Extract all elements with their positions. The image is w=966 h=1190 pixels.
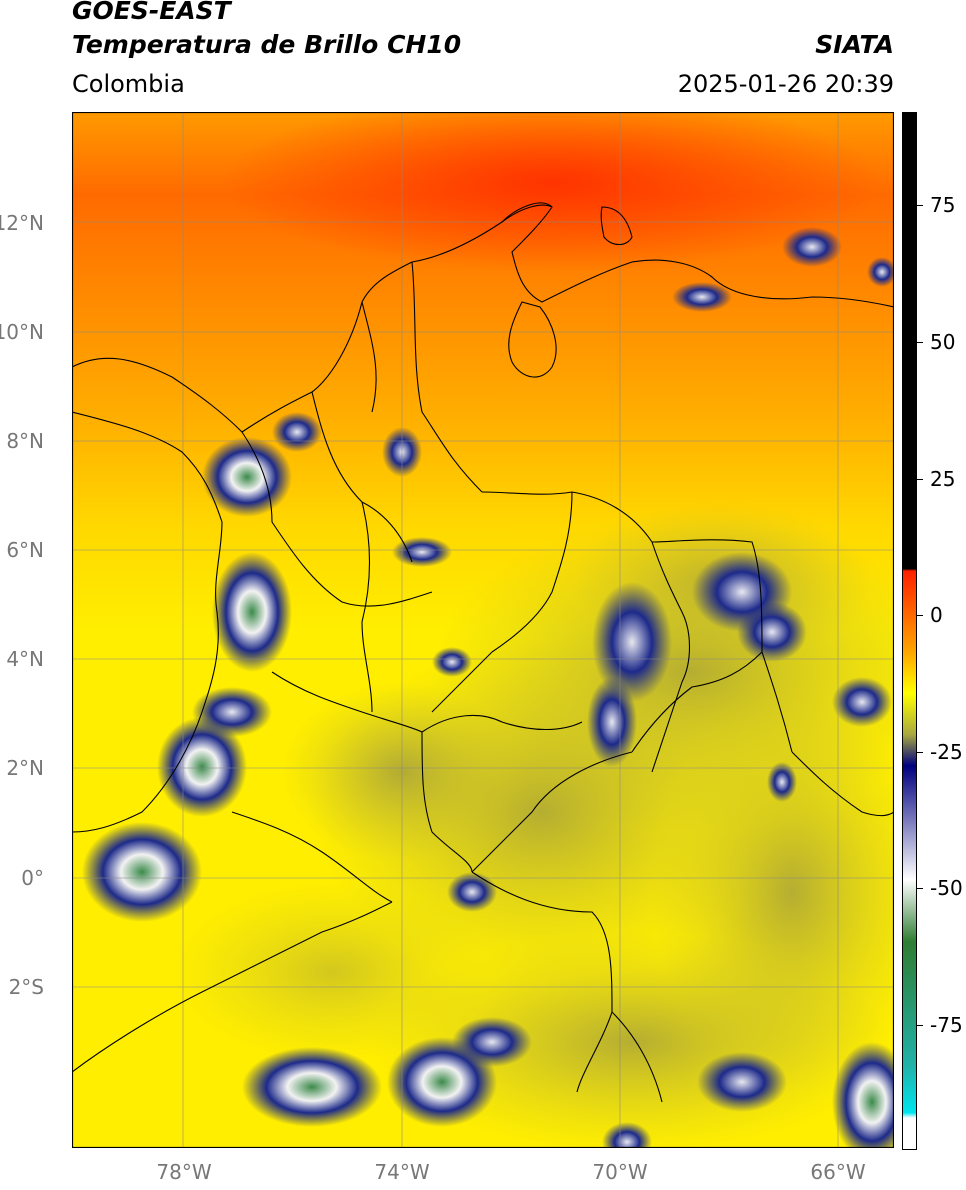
product-title: Temperatura de Brillo CH10 (72, 30, 462, 59)
colorbar-tick (917, 205, 923, 206)
satellite-title: GOES-EAST (72, 0, 231, 25)
lon-tick-label: 70°W (592, 1160, 648, 1184)
lon-tick-label: 78°W (156, 1160, 212, 1184)
lon-tick-label: 74°W (374, 1160, 430, 1184)
colorbar-label: 50 (930, 330, 956, 354)
colorbar-label: 75 (930, 193, 956, 217)
lon-tick-label: 66°W (810, 1160, 866, 1184)
borders (72, 202, 894, 1103)
colorbar-tick (917, 342, 923, 343)
warm-zone (222, 112, 882, 272)
datetime-label: 2025-01-26 20:39 (677, 70, 894, 98)
source-label: SIATA (815, 30, 894, 59)
lat-tick-label: 6°N (6, 538, 44, 562)
colorbar-label: -50 (930, 876, 963, 900)
colorbar-label: -25 (930, 740, 963, 764)
colorbar-tick (917, 752, 923, 753)
colorbar-label: -75 (930, 1013, 963, 1037)
lat-tick-label: 12°N (0, 211, 44, 235)
colorbar-label: 25 (930, 467, 956, 491)
map-svg (72, 112, 894, 1148)
satellite-map (72, 112, 894, 1148)
lat-tick-label: 8°N (6, 429, 44, 453)
lat-tick-label: 0° (21, 866, 44, 890)
colorbar-tick (917, 1025, 923, 1026)
colorbar-tick (917, 479, 923, 480)
colorbar-tick (917, 888, 923, 889)
title-block: GOES-EAST Temperatura de Brillo CH10 Col… (72, 0, 894, 105)
lat-tick-label: 2°S (8, 975, 44, 999)
gridlines (72, 112, 894, 1148)
lat-tick-label: 10°N (0, 320, 44, 344)
lat-tick-label: 4°N (6, 647, 44, 671)
region-label: Colombia (72, 70, 185, 98)
colorbar (902, 112, 917, 1150)
colorbar-label: 0 (930, 603, 943, 627)
map-frame (72, 112, 894, 1148)
lat-tick-label: 2°N (6, 756, 44, 780)
colorbar-tick (917, 615, 923, 616)
